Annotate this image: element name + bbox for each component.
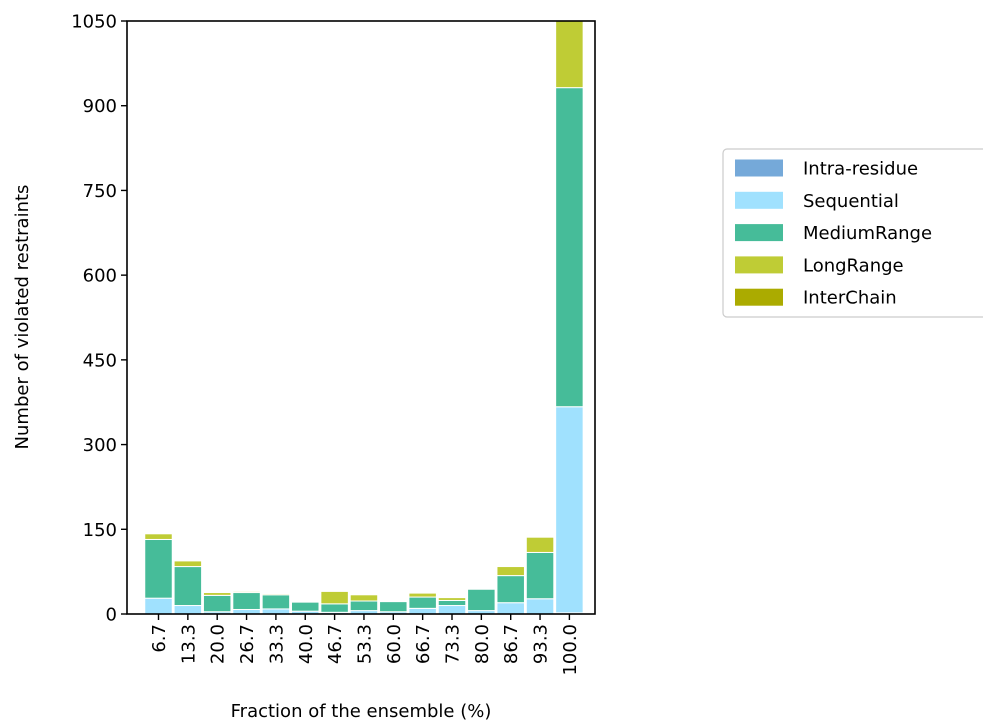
bar-segment xyxy=(408,592,437,598)
bar-segment xyxy=(261,594,291,610)
x-axis: 6.7 13.3 20.0 26.7 33.3 40.0 46.7 53.3 60.0 66.7 7… xyxy=(149,614,581,676)
bar-segment xyxy=(320,603,349,613)
bar-segment xyxy=(320,590,349,605)
bar-segment xyxy=(496,602,525,615)
x-tick-label: 93.3 xyxy=(531,624,552,664)
bar-segment xyxy=(437,597,467,601)
x-tick-label: 20.0 xyxy=(208,624,229,664)
x-tick-label: 46.7 xyxy=(325,624,346,664)
bar-segment xyxy=(437,605,467,615)
y-tick-label: 1050 xyxy=(71,12,117,33)
legend-label: InterChain xyxy=(803,288,897,309)
legend-frame xyxy=(722,148,983,318)
x-tick-label: 6.7 xyxy=(149,624,170,653)
bar-segment xyxy=(496,566,525,577)
legend-swatch xyxy=(735,224,783,242)
bar-segment xyxy=(144,538,173,599)
x-tick-label: 53.3 xyxy=(354,624,375,664)
x-tick-label: 26.7 xyxy=(237,624,258,664)
legend: Intra-residue Sequential MediumRange LongRa… xyxy=(722,148,983,318)
bar-segment xyxy=(173,605,203,615)
bar-segment xyxy=(202,592,232,596)
x-tick-label: 33.3 xyxy=(266,624,287,664)
y-tick-label: 150 xyxy=(83,520,117,541)
x-axis-label: Fraction of the ensemble (%) xyxy=(231,701,492,722)
y-tick-label: 750 xyxy=(83,181,117,202)
bar-segment xyxy=(555,20,584,89)
y-tick-label: 300 xyxy=(83,435,117,456)
y-axis-label: Number of violated restraints xyxy=(12,185,33,450)
legend-swatch xyxy=(735,159,783,177)
bar-segment xyxy=(555,87,584,408)
bar-segment xyxy=(525,536,555,553)
bar-segment xyxy=(408,596,437,609)
legend-swatch xyxy=(735,191,783,209)
legend-label: MediumRange xyxy=(803,223,932,244)
x-tick-label: 40.0 xyxy=(296,624,317,664)
x-tick-label: 100.0 xyxy=(560,624,581,676)
bar-segment xyxy=(437,599,467,607)
bar-segment xyxy=(261,593,291,596)
bar-segment xyxy=(525,551,555,600)
bar-segment xyxy=(555,406,584,614)
bars-layer xyxy=(144,20,584,615)
bar-segment xyxy=(349,594,379,602)
x-tick-label: 73.3 xyxy=(443,624,464,664)
y-axis: 0 150 300 450 600 750 900 1050 xyxy=(71,12,127,626)
bar-segment xyxy=(202,594,232,613)
legend-label: Intra-residue xyxy=(803,159,918,180)
bar-segment xyxy=(467,588,496,590)
legend-label: LongRange xyxy=(803,255,904,276)
legend-swatch xyxy=(735,288,783,306)
bar-segment xyxy=(379,601,408,613)
bar-segment xyxy=(408,607,437,615)
bar-segment xyxy=(144,597,173,615)
x-tick-label: 13.3 xyxy=(178,624,199,664)
legend-items: Intra-residue Sequential MediumRange LongRa… xyxy=(735,159,932,309)
x-tick-label: 66.7 xyxy=(413,624,434,664)
x-tick-label: 86.7 xyxy=(501,624,522,664)
y-tick-label: 900 xyxy=(83,96,117,117)
x-tick-label: 60.0 xyxy=(384,624,405,664)
y-tick-label: 0 xyxy=(106,605,117,626)
y-tick-label: 450 xyxy=(83,350,117,371)
bar-segment xyxy=(349,600,379,612)
bar-segment xyxy=(467,588,496,612)
bar-segment xyxy=(232,590,261,594)
plot-area-frame xyxy=(126,20,596,615)
bar-segment xyxy=(379,600,408,603)
bar-segment xyxy=(496,575,525,604)
bar-segment xyxy=(232,592,261,610)
bar-segment xyxy=(173,560,203,568)
bar-segment xyxy=(173,566,203,607)
bar-segment xyxy=(291,601,320,612)
y-tick-label: 600 xyxy=(83,266,117,287)
bar-segment xyxy=(144,533,173,540)
legend-swatch xyxy=(735,256,783,274)
legend-label: Sequential xyxy=(803,191,899,212)
x-tick-label: 80.0 xyxy=(472,624,493,664)
bar-segment xyxy=(525,598,555,615)
